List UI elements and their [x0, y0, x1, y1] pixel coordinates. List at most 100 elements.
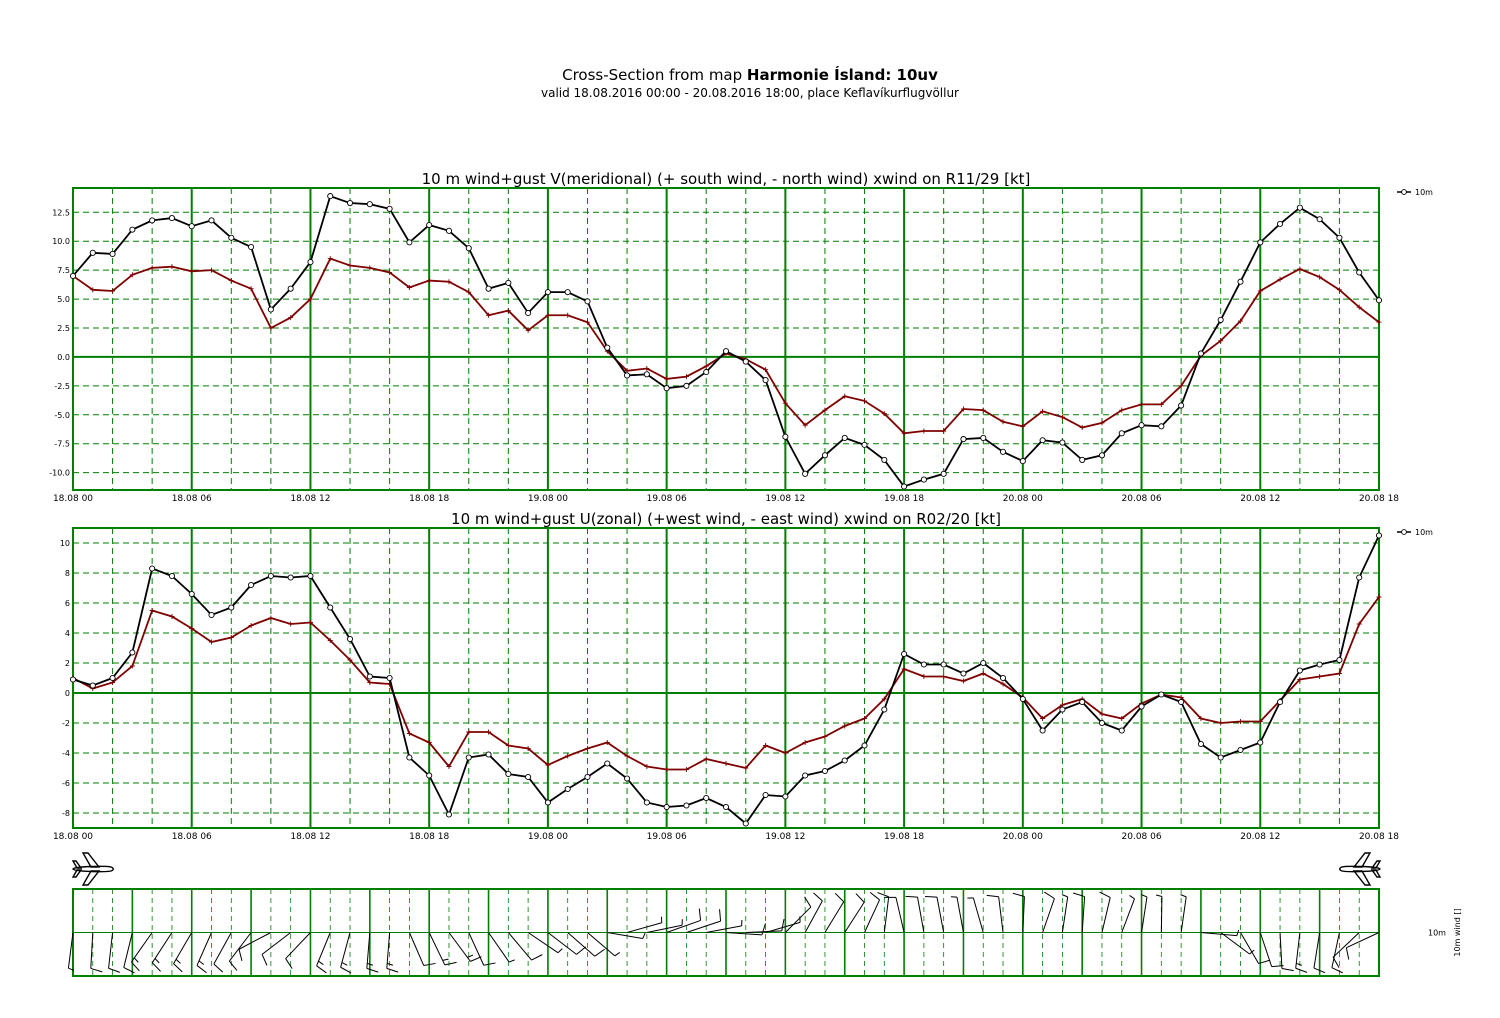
barb-y-label: 10m wind [] — [1453, 908, 1462, 956]
y-tick-label: 10 — [60, 539, 70, 548]
y-tick-label: -4 — [62, 749, 70, 758]
wind-data-point — [485, 751, 492, 758]
wind-barb — [448, 932, 471, 962]
gust-data-point — [1277, 276, 1283, 282]
wind-barb-feather — [228, 960, 238, 971]
airplane-icon — [1339, 852, 1382, 886]
wind-barb — [1121, 898, 1135, 933]
wind-data-point — [426, 772, 433, 779]
wind-data-point — [624, 372, 631, 379]
wind-data-point — [999, 448, 1007, 455]
wind-data-point — [1019, 695, 1026, 703]
wind-barb — [646, 924, 683, 933]
wind-barb-feather — [444, 961, 457, 966]
wind-data-point — [564, 289, 571, 296]
gust-data-point — [209, 639, 215, 645]
gust-data-point — [1139, 401, 1145, 407]
wind-barb-feather — [154, 958, 160, 964]
wind-barb — [527, 932, 559, 954]
wind-data-point — [703, 368, 710, 376]
wind-barb-feather — [1073, 892, 1085, 898]
airplane-icon — [71, 852, 114, 886]
wind-barb-feather — [108, 967, 121, 973]
wind-barb — [864, 899, 881, 933]
gust-data-point — [466, 289, 472, 295]
wind-barb — [567, 932, 596, 957]
gust-data-point — [248, 623, 254, 628]
wind-barb-feather — [1141, 894, 1148, 898]
wind-data-point — [109, 250, 116, 258]
wind-barb-feather — [986, 894, 999, 898]
wind-data-point — [821, 767, 828, 775]
wind-series-line — [72, 194, 1380, 488]
y-tick-label: 2.5 — [57, 324, 70, 333]
gust-data-point — [1099, 711, 1105, 717]
wind-barb-feather — [576, 946, 587, 955]
gust-data-point — [822, 734, 828, 739]
wind-data-point — [346, 635, 354, 643]
wind-barb-feather — [813, 892, 823, 902]
wind-data-point — [1039, 437, 1046, 444]
wind-barb — [408, 932, 425, 966]
wind-barb-feather — [386, 967, 399, 973]
x-tick-label: 19.08 06 — [647, 494, 687, 504]
gust-data-point — [1158, 401, 1164, 407]
wind-data-point — [1138, 422, 1145, 429]
y-tick-label: 10.0 — [52, 237, 70, 246]
wind-barb — [238, 932, 272, 950]
wind-barb — [936, 897, 945, 933]
gust-data-point — [110, 288, 116, 294]
wind-data-point — [366, 673, 373, 680]
gust-data-point — [822, 407, 828, 413]
wind-barb — [1220, 932, 1250, 955]
wind-data-point — [1197, 350, 1204, 357]
wind-data-point — [742, 358, 749, 365]
wind-data-point — [168, 215, 175, 222]
wind-barb-feather — [367, 962, 374, 966]
y-tick-label: -10.0 — [49, 469, 70, 478]
x-tick-label: 20.08 18 — [1359, 832, 1399, 842]
wind-barb-feather — [1281, 967, 1294, 972]
line-chart-2: 10 m wind+gust U(zonal) (+west wind, - e… — [53, 510, 1433, 842]
gust-data-point — [604, 740, 610, 745]
wind-barb — [1346, 932, 1380, 949]
wind-data-point — [920, 476, 927, 483]
panel-title: 10 m wind+gust U(zonal) (+west wind, - e… — [451, 510, 1001, 528]
wind-data-point — [1356, 574, 1363, 581]
wind-barb-panel: 10m 10m wind [] — [67, 852, 1462, 977]
gust-data-point — [664, 767, 670, 772]
wind-data-point — [69, 676, 77, 683]
wind-data-point — [1277, 220, 1284, 227]
gust-data-point — [268, 325, 274, 331]
wind-barb — [1141, 896, 1148, 933]
gust-data-point — [881, 411, 887, 417]
wind-data-point — [465, 245, 472, 252]
gust-data-point — [664, 376, 670, 382]
wind-barb-feather — [781, 918, 785, 931]
wind-barb-feather — [719, 909, 722, 922]
gust-data-point — [1336, 671, 1342, 676]
wind-data-point — [1178, 402, 1185, 409]
wind-data-point — [999, 674, 1007, 682]
wind-barb-feather — [531, 954, 543, 961]
wind-barb — [1331, 932, 1340, 968]
gust-data-point — [1000, 419, 1006, 425]
wind-data-point — [663, 385, 670, 392]
gust-data-point — [486, 729, 492, 735]
wind-data-point — [188, 223, 195, 230]
x-tick-label: 20.08 00 — [1003, 832, 1043, 842]
wind-barb — [998, 896, 1004, 933]
wind-barb-feather — [213, 963, 224, 973]
wind-data-point — [821, 452, 828, 459]
wind-barb — [428, 932, 446, 966]
wind-barb — [1259, 932, 1273, 967]
wind-data-point — [109, 674, 116, 682]
wind-data-point — [1138, 703, 1145, 710]
wind-barb-feather — [1012, 892, 1025, 898]
gust-data-point — [782, 400, 788, 406]
gust-data-point — [446, 764, 452, 769]
wind-barb-feather — [340, 966, 352, 974]
gust-data-point — [1237, 719, 1243, 724]
wind-data-point — [683, 382, 690, 389]
